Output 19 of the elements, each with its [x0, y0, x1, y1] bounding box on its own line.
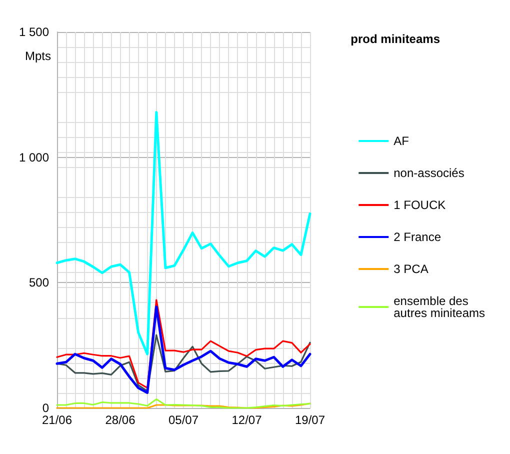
- legend-label: AF: [394, 134, 409, 148]
- y-tick-label: 1 000: [18, 150, 50, 164]
- legend-label: 1 FOUCK: [394, 198, 446, 212]
- x-tick-label: 28/06: [105, 413, 136, 427]
- line-series: [56, 334, 311, 392]
- legend-label: 2 France: [394, 230, 442, 244]
- x-tick-label: 12/07: [232, 413, 262, 427]
- line-series: [56, 110, 312, 356]
- text: prod miniteams: [350, 32, 440, 46]
- y-tick-label: 1 500: [18, 25, 50, 39]
- legend-label: ensemble des autres miniteams: [394, 294, 486, 320]
- legend-label: 3 PCA: [394, 262, 428, 276]
- x-tick-label: 21/06: [42, 413, 72, 427]
- x-tick-label: 19/07: [294, 413, 326, 427]
- y-tick-label: 0: [42, 401, 50, 415]
- y-tick-label: 500: [28, 276, 50, 290]
- y-axis-title: Mpts: [24, 49, 51, 63]
- x-tick-label: 05/07: [168, 413, 199, 427]
- legend-label: non-associés: [394, 166, 464, 180]
